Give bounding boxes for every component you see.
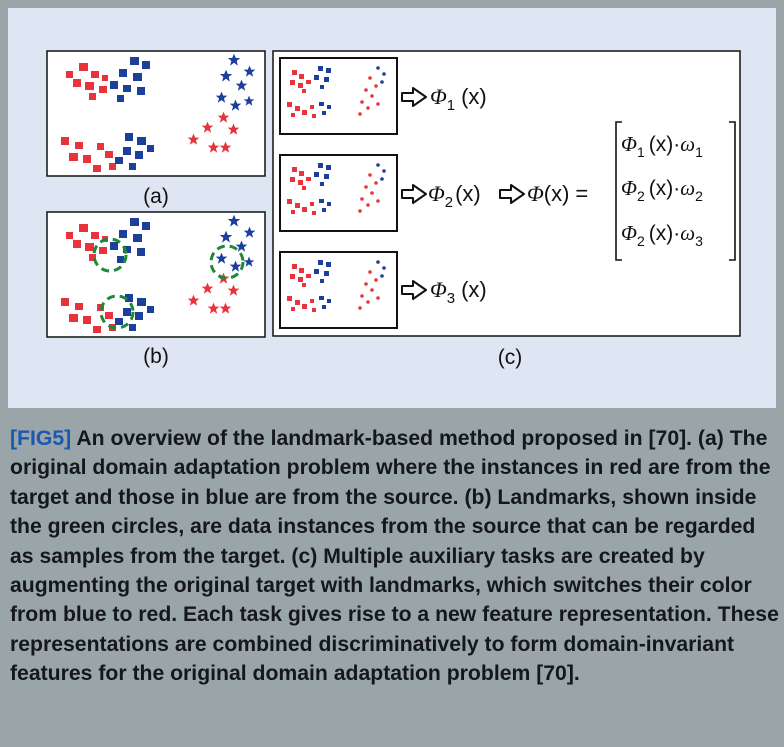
panel-b-label: (b) — [143, 345, 169, 368]
phi-combined-expression: Φ(x) = — [527, 181, 588, 206]
green-dashed-circle-icon — [99, 294, 135, 330]
panel-c: Φ1 (x) Φ2(x) Φ(x) = Φ3 (x) Φ1 (x)·ω1 Φ2 (x)·ω2… — [272, 50, 741, 369]
figure-tag: [FIG5] — [10, 427, 72, 450]
caption-text: An overview of the landmark-based method… — [10, 427, 779, 686]
task-2-box — [279, 154, 398, 232]
figure-caption: [FIG5] An overview of the landmark-based… — [10, 424, 780, 689]
feature-matrix: Φ1 (x)·ω1 Φ2 (x)·ω2 Φ2 (x)·ω3 — [621, 132, 703, 249]
matrix-left-bracket — [615, 121, 622, 261]
task-3-box — [279, 251, 398, 329]
figure-diagram: (a) (b) — [46, 50, 741, 369]
caption-band — [0, 420, 784, 747]
panel-a-label: (a) — [143, 185, 169, 208]
green-dashed-circle-icon — [209, 244, 245, 280]
phi-2-expression: Φ2(x) — [428, 181, 481, 211]
green-dashed-circle-icon — [92, 237, 128, 273]
matrix-row: Φ2 (x)·ω2 — [621, 176, 703, 204]
task-1-box — [279, 57, 398, 135]
phi-1-expression: Φ1 (x) — [430, 84, 487, 114]
phi-3-expression: Φ3 (x) — [430, 277, 487, 307]
landmark-circles — [92, 237, 245, 330]
matrix-right-bracket — [729, 121, 736, 261]
panel-b: (b) — [46, 211, 266, 368]
matrix-row: Φ1 (x)·ω1 — [621, 132, 703, 160]
matrix-row: Φ2 (x)·ω3 — [621, 221, 703, 249]
panel-a: (a) — [46, 50, 266, 208]
panel-c-label: (c) — [498, 346, 523, 369]
